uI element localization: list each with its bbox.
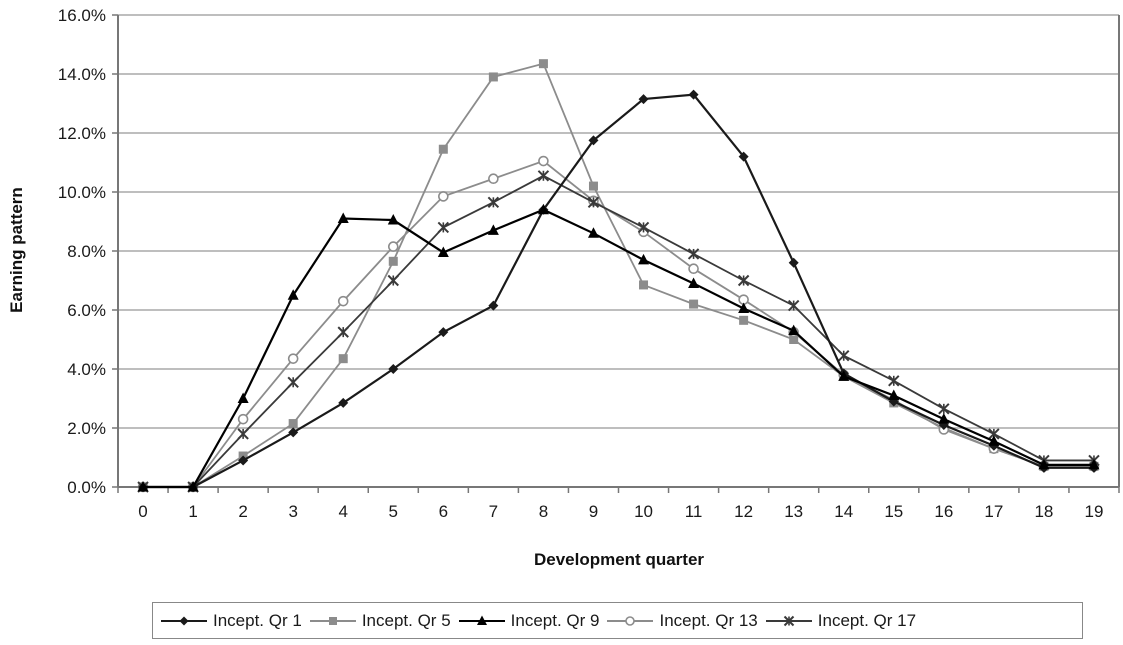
y-tick-label: 10.0%	[58, 183, 106, 202]
square-marker-icon	[309, 616, 356, 625]
y-tick-label: 6.0%	[67, 301, 106, 320]
x-tick-label: 3	[288, 502, 297, 521]
x-tick-label: 19	[1085, 502, 1104, 521]
legend-item-qr13: Incept. Qr 13	[605, 610, 758, 631]
series-incept-qr-13	[137, 155, 1100, 493]
x-axis-ticks: 0 1 2 3 4 5 6 7 8 9 10 11 12 13 14 15 16 17 18 19	[117, 487, 1120, 521]
x-tick-label: 11	[685, 502, 703, 521]
x-tick-label: 4	[338, 502, 347, 521]
y-axis-title: Earning pattern	[7, 187, 26, 313]
y-tick-label: 8.0%	[67, 242, 106, 261]
legend-item-qr5: Incept. Qr 5	[308, 611, 451, 631]
y-tick-label: 0.0%	[67, 478, 106, 497]
x-tick-label: 5	[389, 502, 398, 521]
x-tick-label: 9	[589, 502, 598, 521]
x-tick-label: 12	[734, 502, 753, 521]
x-tick-label: 2	[238, 502, 247, 521]
x-axis-title: Development quarter	[534, 550, 704, 569]
series-incept-qr-5	[138, 59, 1099, 492]
y-tick-label: 14.0%	[58, 65, 106, 84]
legend-label: Incept. Qr 5	[361, 610, 451, 630]
x-tick-label: 7	[489, 502, 498, 521]
y-tick-label: 4.0%	[67, 360, 106, 379]
circle-marker-icon	[607, 615, 654, 626]
series-group	[137, 59, 1100, 493]
y-tick-label: 2.0%	[67, 419, 106, 438]
legend: Incept. Qr 1 Incept. Qr 5 Incept. Qr 9 I…	[152, 602, 1083, 639]
x-tick-label: 16	[934, 502, 953, 521]
star-marker-icon	[765, 615, 812, 626]
legend-label: Incept. Qr 9	[510, 610, 600, 630]
y-tick-label: 16.0%	[58, 6, 106, 25]
legend-label: Incept. Qr 17	[817, 610, 917, 630]
series-incept-qr-9	[137, 203, 1100, 492]
legend-label: Incept. Qr 13	[659, 610, 758, 630]
x-tick-label: 14	[834, 502, 853, 521]
x-tick-label: 13	[784, 502, 803, 521]
x-tick-label: 15	[884, 502, 903, 521]
y-axis-ticks: 0.0% 2.0% 4.0% 6.0% 8.0% 10.0% 12.0% 14.0% 16.0%	[58, 6, 106, 497]
x-tick-label: 8	[539, 502, 548, 521]
legend-item-qr9: Incept. Qr 9	[457, 610, 600, 631]
y-tick-label: 12.0%	[58, 124, 106, 143]
legend-label: Incept. Qr 1	[213, 610, 302, 630]
legend-item-qr1: Incept. Qr 1	[159, 611, 302, 631]
x-tick-label: 1	[188, 502, 197, 521]
x-tick-label: 17	[984, 502, 1003, 521]
series-incept-qr-1	[138, 89, 1099, 492]
x-tick-label: 6	[439, 502, 448, 521]
gridlines	[112, 14, 1120, 488]
x-tick-label: 10	[634, 502, 653, 521]
x-tick-label: 18	[1034, 502, 1053, 521]
x-tick-label: 0	[138, 502, 147, 521]
diamond-marker-icon	[161, 616, 207, 625]
legend-item-qr17: Incept. Qr 17	[764, 611, 916, 631]
series-incept-qr-17	[137, 170, 1100, 493]
triangle-marker-icon	[458, 615, 505, 625]
